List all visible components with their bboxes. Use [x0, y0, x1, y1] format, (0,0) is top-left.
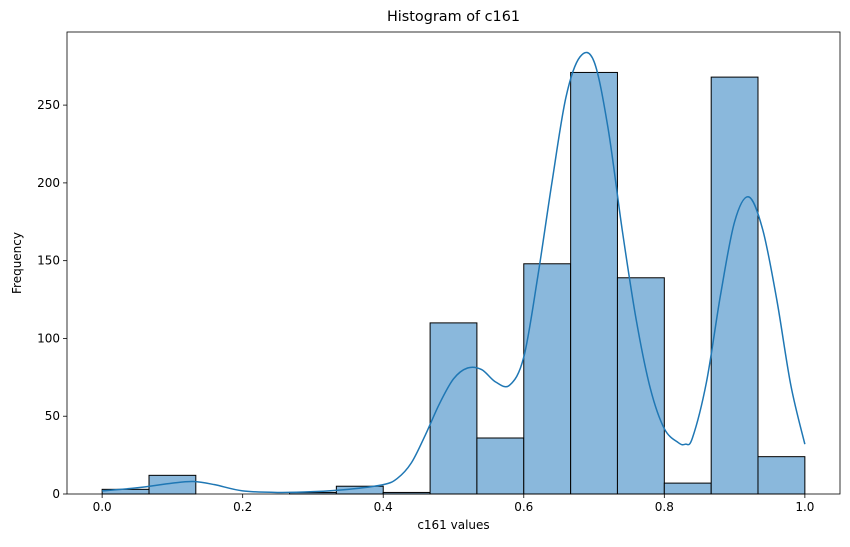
- histogram-bar-10: [570, 71, 618, 495]
- histogram-bar-14: [757, 456, 806, 495]
- x-tick-label: 1.0: [795, 500, 814, 514]
- histogram-bar-12: [663, 482, 712, 495]
- x-tick-label: 0.4: [374, 500, 393, 514]
- y-tick-label: 100: [37, 331, 60, 345]
- y-tick-label: 0: [52, 487, 60, 501]
- x-tick-label: 0.8: [655, 500, 674, 514]
- y-tick-label: 150: [37, 254, 60, 268]
- kde-curve: [102, 51, 806, 494]
- histogram-bar-9: [523, 263, 572, 495]
- x-axis-title: c161 values: [417, 518, 489, 532]
- y-tick-label: 250: [37, 98, 60, 112]
- histogram-bar-8: [476, 437, 525, 495]
- x-tick-label: 0.0: [93, 500, 112, 514]
- y-tick-label: 200: [37, 176, 60, 190]
- bars-layer: [101, 71, 806, 495]
- histogram-bar-13: [710, 76, 759, 495]
- ticks-layer: 0.0 0.2 0.4 0.6 0.8 1.0 0 50 100 150 200 250: [37, 98, 814, 514]
- y-axis-title: Frequency: [10, 232, 24, 294]
- chart-title: Histogram of c161: [387, 9, 520, 25]
- kde-layer: [102, 51, 806, 494]
- y-tick-label: 50: [45, 409, 60, 423]
- plot-frame: [66, 31, 841, 495]
- x-tick-label: 0.6: [514, 500, 533, 514]
- histogram-bar-11: [616, 277, 665, 495]
- x-tick-label: 0.2: [233, 500, 252, 514]
